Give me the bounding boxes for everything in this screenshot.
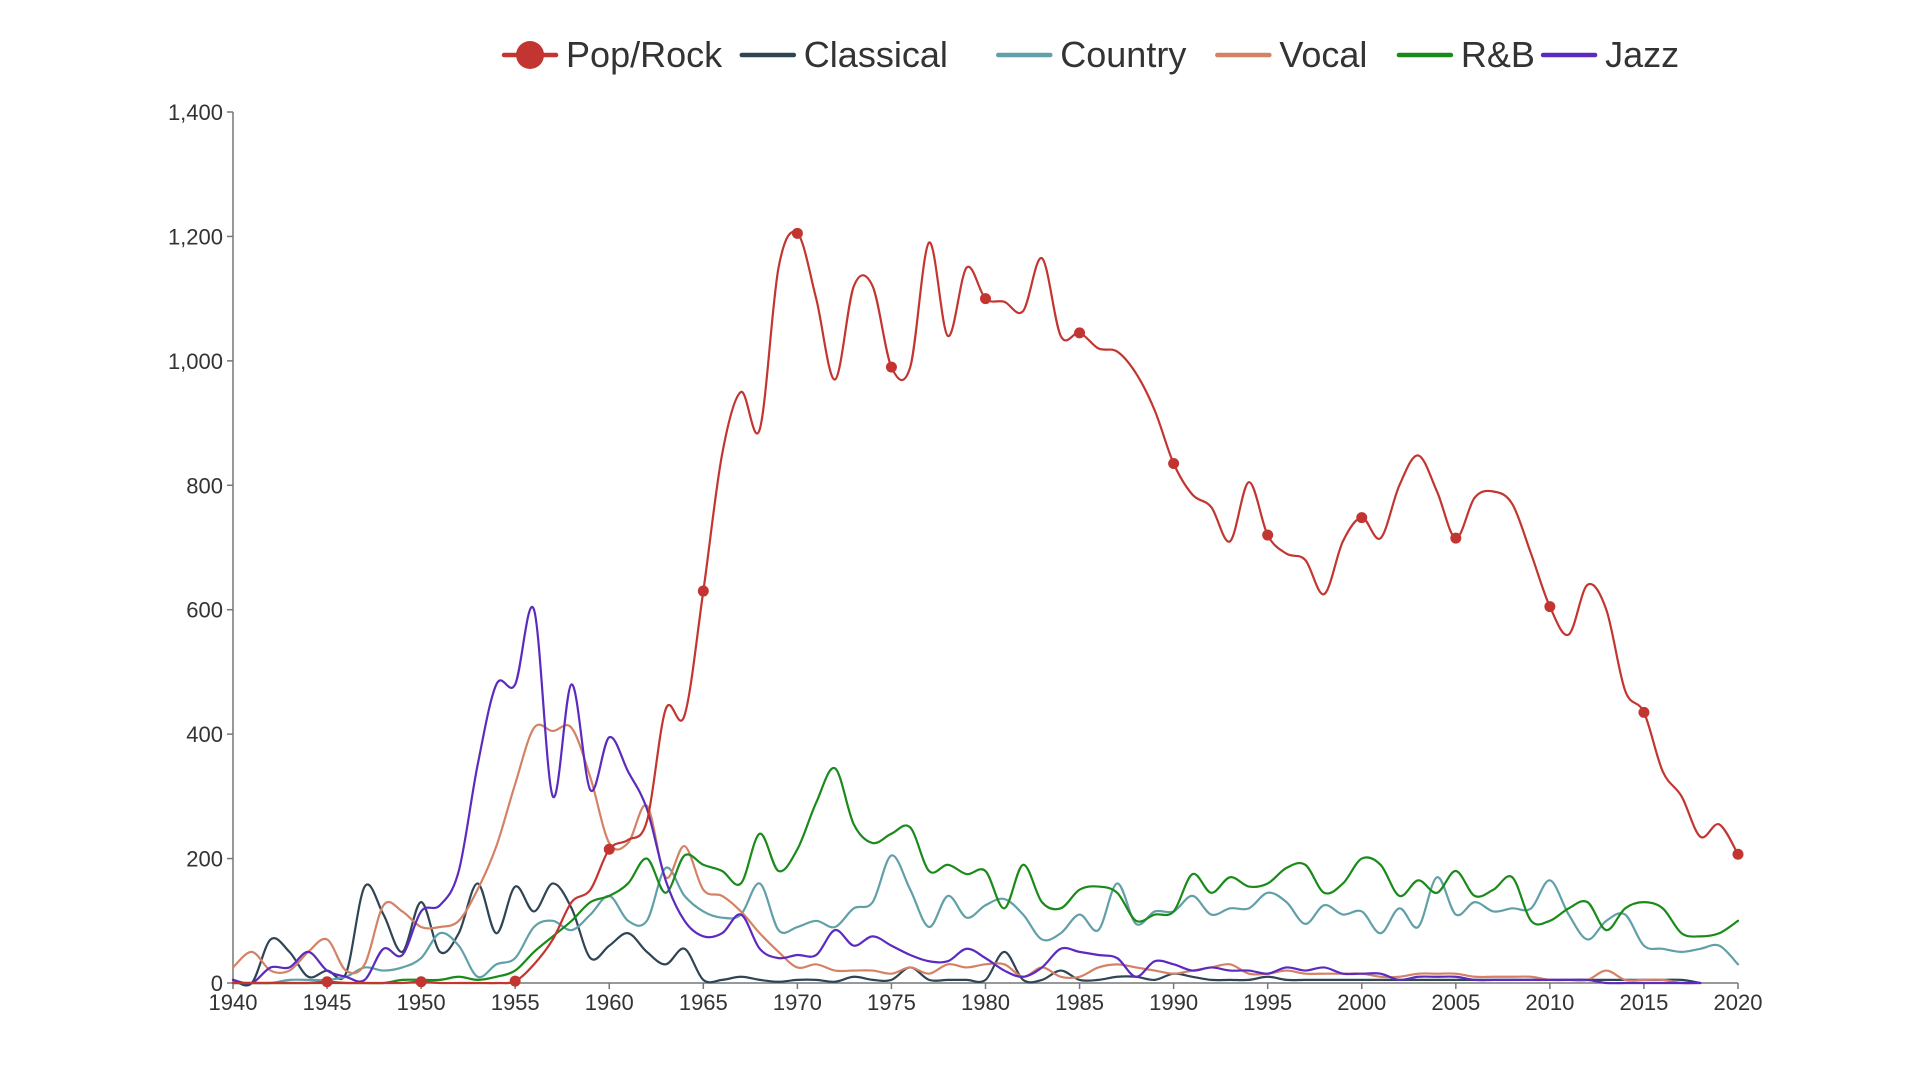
- legend-item-r-b[interactable]: R&B: [1396, 34, 1535, 75]
- data-point-pop-rock: [697, 585, 709, 597]
- y-tick-label: 200: [186, 847, 223, 872]
- y-tick-label: 1,200: [168, 224, 223, 249]
- legend-item-pop-rock[interactable]: Pop/Rock: [501, 34, 723, 75]
- legend-label: Pop/Rock: [566, 34, 723, 75]
- data-point-pop-rock: [1450, 532, 1462, 544]
- x-tick-label: 2015: [1619, 990, 1668, 1015]
- legend-label: Jazz: [1605, 34, 1679, 75]
- data-point-pop-rock: [1168, 458, 1180, 470]
- axes: 0 200 400 600 800 1,000 1,200 1,400 1940 1945 195…: [168, 100, 1763, 1015]
- data-point-pop-rock: [509, 975, 521, 987]
- x-tick-label: 2020: [1714, 990, 1763, 1015]
- series-line-country: [231, 854, 1740, 985]
- y-tick-label: 800: [186, 473, 223, 498]
- series-line-jazz: [231, 605, 1702, 985]
- x-tick-label: 2010: [1525, 990, 1574, 1015]
- x-axis-ticks: 1940 1945 1950 1955 1960 1965 1970 1975 1980 1985…: [209, 983, 1763, 1015]
- legend-item-vocal[interactable]: Vocal: [1215, 34, 1367, 75]
- y-tick-label: 400: [186, 722, 223, 747]
- data-point-pop-rock: [1638, 706, 1650, 718]
- data-point-pop-rock: [1074, 327, 1086, 339]
- legend-marker: [516, 41, 545, 69]
- x-tick-label: 2000: [1337, 990, 1386, 1015]
- data-point-pop-rock: [415, 976, 427, 988]
- series-line-r-b: [231, 767, 1740, 985]
- legend-label: Vocal: [1279, 34, 1367, 75]
- y-axis-ticks: 0 200 400 600 800 1,000 1,200 1,400: [168, 100, 233, 996]
- series-line-classical: [231, 882, 1702, 987]
- x-tick-label: 2005: [1431, 990, 1480, 1015]
- y-tick-label: 1,000: [168, 349, 223, 374]
- x-tick-label: 1980: [961, 990, 1010, 1015]
- data-point-pop-rock: [1356, 512, 1368, 524]
- legend-label: R&B: [1461, 34, 1535, 75]
- legend: Pop/Rock Classical Country Vocal R&B Jazz: [501, 34, 1679, 75]
- x-tick-label: 1955: [491, 990, 540, 1015]
- legend-label: Country: [1060, 34, 1186, 75]
- y-tick-label: 1,400: [168, 100, 223, 125]
- x-tick-label: 1995: [1243, 990, 1292, 1015]
- legend-item-country[interactable]: Country: [996, 34, 1186, 75]
- x-tick-label: 1970: [773, 990, 822, 1015]
- series-line-pop-rock: [231, 230, 1740, 985]
- data-point-pop-rock: [791, 227, 803, 239]
- data-point-pop-rock: [1544, 601, 1556, 613]
- x-tick-label: 1960: [585, 990, 634, 1015]
- x-tick-label: 1945: [303, 990, 352, 1015]
- marker-layer: [321, 227, 1744, 988]
- x-tick-label: 1950: [397, 990, 446, 1015]
- y-tick-label: 600: [186, 598, 223, 623]
- series-line-vocal: [231, 723, 1702, 985]
- legend-item-classical[interactable]: Classical: [739, 34, 948, 75]
- data-point-pop-rock: [980, 293, 991, 305]
- y-tick-label: 0: [211, 971, 223, 996]
- x-tick-label: 1975: [867, 990, 916, 1015]
- x-tick-label: 1985: [1055, 990, 1104, 1015]
- data-point-pop-rock: [603, 843, 615, 855]
- data-point-pop-rock: [1262, 529, 1274, 541]
- data-point-pop-rock: [885, 361, 897, 373]
- data-point-pop-rock: [321, 976, 333, 988]
- series-layer: [231, 230, 1740, 987]
- x-tick-label: 1940: [209, 990, 258, 1015]
- data-point-pop-rock: [1732, 848, 1744, 860]
- legend-label: Classical: [804, 34, 948, 75]
- legend-item-jazz[interactable]: Jazz: [1540, 34, 1679, 75]
- x-tick-label: 1990: [1149, 990, 1198, 1015]
- x-tick-label: 1965: [679, 990, 728, 1015]
